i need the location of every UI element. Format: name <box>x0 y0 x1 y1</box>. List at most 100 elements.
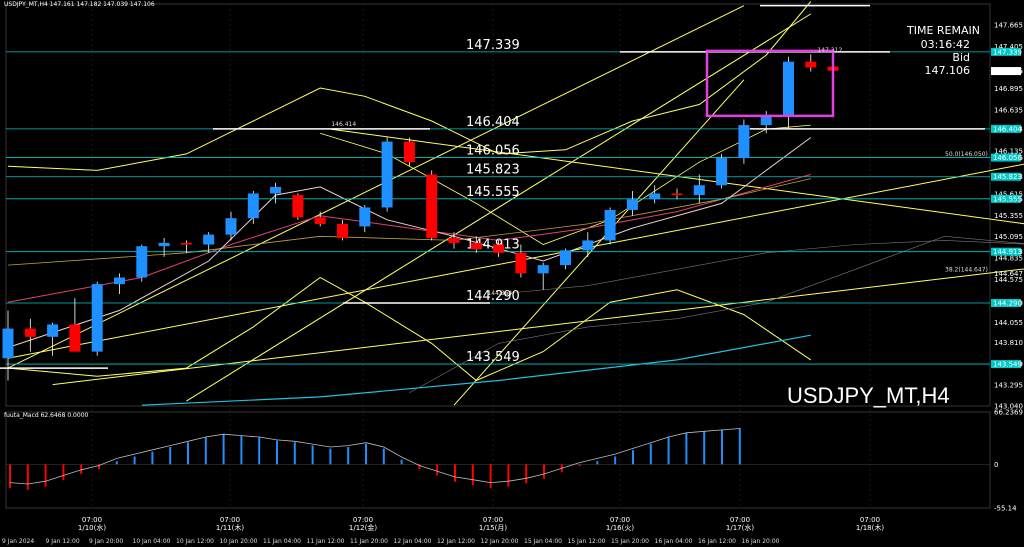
candle-body <box>180 242 192 245</box>
y-axis-level-text: 143.549 <box>993 361 1022 369</box>
candle-body <box>359 207 371 227</box>
session-time-label: 07:00 <box>730 516 750 524</box>
candle-body <box>270 186 282 194</box>
cloud-line-a <box>409 235 1024 394</box>
y-axis-level-tag <box>991 360 1021 369</box>
session-time-label: 07:00 <box>610 516 630 524</box>
macd-y-tick-label: -55.14 <box>994 505 1017 513</box>
candle-body <box>671 193 683 196</box>
y-axis-bid-text: 147.106 <box>993 68 1022 76</box>
chart-header-title: USDJPY_MT,H4 147.161 147.182 147.039 147… <box>4 1 155 8</box>
macd-y-tick-label: 0 <box>994 461 998 469</box>
candle-body <box>582 240 594 251</box>
candle-body <box>91 284 103 352</box>
macd-y-tick-label: 66.2369 <box>994 409 1023 417</box>
session-date-label: 1/10(水) <box>78 523 106 532</box>
y-tick-label: 144.835 <box>994 255 1023 263</box>
axis-layer: 147.665 147.405 147.106 146.895 146.635 146.4… <box>2 22 1023 545</box>
session-date-label: 1/15(月) <box>479 524 507 532</box>
level-label-144.290: 144.290 <box>466 289 520 304</box>
y-axis-level-text: 144.913 <box>993 248 1022 256</box>
y-tick-label: 146.135 <box>994 148 1023 156</box>
level-label-146.404: 146.404 <box>466 115 520 130</box>
candle-body <box>716 158 728 186</box>
macd-layer <box>6 428 990 490</box>
time-remain-value: 03:16:42 <box>921 38 970 51</box>
small-annotation: 146.414 <box>331 121 356 128</box>
candle-body <box>158 242 170 247</box>
y-axis-level-tag <box>991 172 1021 181</box>
bid-value: 147.106 <box>925 64 971 77</box>
small-annotation: 38.2(144.647) <box>945 267 988 274</box>
session-time-label: 07:00 <box>353 516 373 524</box>
candle-body <box>560 250 571 266</box>
session-date-label: 1/18(木) <box>856 523 884 532</box>
annotation-layer: 146.414 144.364 147.312 50.0(146.050) 38.2(1… <box>331 47 988 297</box>
x-tick-label: 9 Jan 20:00 <box>89 538 123 545</box>
x-tick-label: 11 Jan 04:00 <box>263 538 301 545</box>
small-annotation: 147.312 <box>817 47 842 54</box>
small-annotation: 50.0(146.050) <box>945 151 988 158</box>
session-time-label: 07:00 <box>82 516 102 524</box>
x-tick-label: 12 Jan 20:00 <box>481 538 519 545</box>
y-tick-label: 145.615 <box>994 190 1023 198</box>
level-label-145.823: 145.823 <box>466 163 520 178</box>
session-time-label: 07:00 <box>220 516 240 524</box>
candle-body <box>247 193 259 219</box>
x-tick-label: 16 Jan 20:00 <box>742 538 780 545</box>
session-date-label: 1/12(金) <box>349 523 377 532</box>
cloud-line-b <box>498 240 1024 295</box>
y-axis-level-tag <box>991 299 1021 308</box>
magenta-box <box>705 49 835 118</box>
candle-body <box>337 223 348 238</box>
trend-line <box>453 79 745 406</box>
candle-body <box>693 185 705 196</box>
candle-body <box>47 324 59 337</box>
x-tick-label: 10 Jan 04:00 <box>133 538 171 545</box>
y-tick-label: 147.405 <box>994 43 1023 51</box>
x-tick-label: 16 Jan 04:00 <box>655 538 693 545</box>
y-axis-level-text: 145.823 <box>993 173 1022 181</box>
x-tick-label: 15 Jan 12:00 <box>568 538 606 545</box>
x-tick-label: 10 Jan 20:00 <box>220 538 258 545</box>
session-date-label: 1/17(水) <box>726 523 754 532</box>
macd-panel-frame <box>5 411 991 509</box>
candle-body <box>426 174 438 238</box>
candle-body <box>805 61 817 68</box>
upper-band <box>7 1 812 171</box>
candle-body <box>292 195 304 218</box>
y-axis-level-text: 146.404 <box>993 125 1022 133</box>
candle-body <box>136 246 148 278</box>
y-axis-level-text: 144.290 <box>993 300 1022 308</box>
y-axis-level-text: 147.339 <box>993 48 1022 56</box>
y-tick-label: 145.095 <box>994 233 1023 241</box>
trend-line <box>331 128 1024 225</box>
y-axis-level-tag <box>991 124 1021 133</box>
level-label-143.549: 143.549 <box>466 350 520 365</box>
candle-body <box>403 141 415 163</box>
macd-label: fuuta_Macd 62.6468 0.0000 <box>4 412 89 419</box>
x-tick-label: 10 Jan 12:00 <box>176 538 214 545</box>
x-tick-label: 11 Jan 20:00 <box>350 538 388 545</box>
ma-white <box>7 137 812 348</box>
candle-body <box>114 277 125 285</box>
candle-body <box>470 242 482 250</box>
session-date-label: 1/11(木) <box>216 523 244 532</box>
candle-body <box>537 265 549 274</box>
x-tick-label: 15 Jan 20:00 <box>611 538 649 545</box>
x-tick-label: 9 Jan 2024 <box>2 538 34 545</box>
y-axis-level-tag <box>991 194 1021 203</box>
candle-body <box>649 193 661 200</box>
symbol-label: USDJPY_MT,H4 <box>787 383 950 408</box>
small-annotation: 144.364 <box>487 290 512 297</box>
candle-body <box>760 116 772 126</box>
time-remain-label: TIME REMAIN <box>906 24 980 37</box>
macd-signal-line <box>9 428 740 485</box>
y-tick-label: 143.040 <box>994 403 1023 411</box>
y-tick-label: 143.295 <box>994 381 1023 389</box>
y-axis-level-tag <box>991 153 1021 162</box>
y-tick-label: 144.055 <box>994 319 1023 327</box>
session-time-label: 07:00 <box>860 516 880 524</box>
level-label-146.056: 146.056 <box>466 144 520 159</box>
